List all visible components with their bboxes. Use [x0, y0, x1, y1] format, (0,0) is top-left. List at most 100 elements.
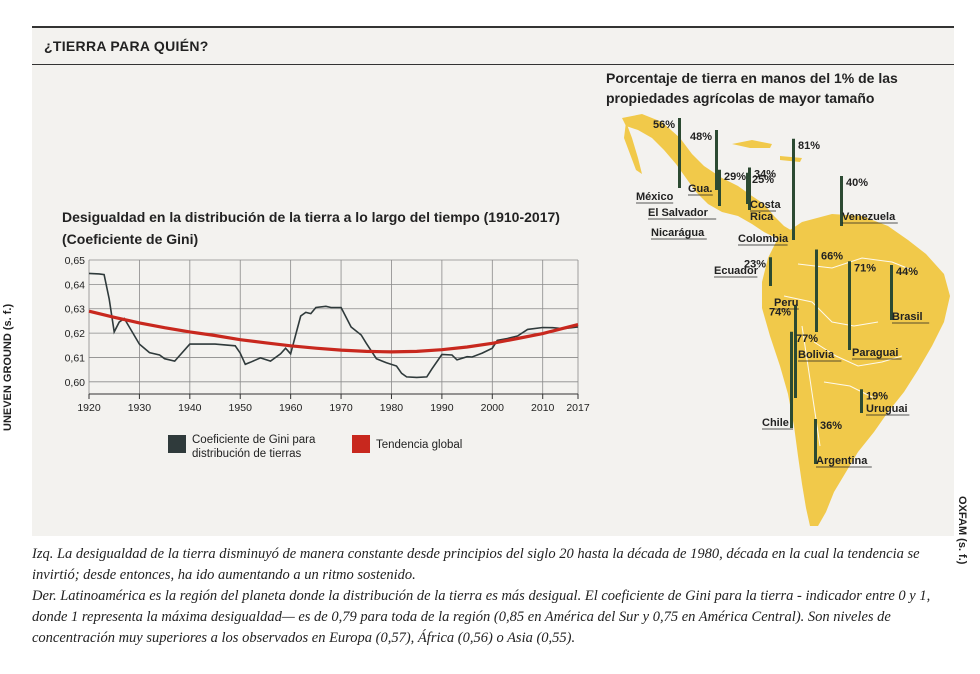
map-percent-labels: 56% 48% 29% 25%34% 81% 40% 23% 74% 66% 71% 44% 77% 1… — [653, 119, 918, 432]
y-tick-label: 0,62 — [65, 328, 86, 340]
map-country-label: Bolivia — [798, 349, 835, 361]
map-country-label: Chile — [762, 417, 789, 429]
y-tick-label: 0,65 — [65, 255, 86, 267]
line-chart-y-ticks: 0,65 0,64 0,63 0,62 0,61 0,60 — [65, 255, 86, 389]
border-2 — [783, 295, 879, 327]
x-tick-label: 1980 — [380, 402, 404, 414]
x-tick-label: 1960 — [279, 402, 303, 414]
map-bar-peru — [794, 305, 797, 398]
map-pct-label: 34% — [754, 169, 776, 181]
map-pct-label: 25% — [752, 174, 774, 186]
infographic-panel: ¿TIERRA PARA QUIÉN? Desigualdad en la di… — [2, 26, 968, 564]
map-country-label: Venezuela — [842, 211, 896, 223]
caption-left: Izq. La desigualdad de la tierra disminu… — [32, 546, 920, 583]
line-chart: 0,65 0,64 0,63 0,62 0,61 0,60 1920 1930 1940 195… — [65, 255, 590, 460]
map-pct-label: 74% — [769, 307, 791, 319]
source-right: OXFAM (s. f.) — [956, 496, 968, 565]
legend-swatch-gini — [168, 435, 186, 453]
map-country-label: México — [636, 191, 674, 203]
map-bars — [678, 118, 893, 464]
series-gini-line — [88, 272, 579, 379]
map-pct-label: 36% — [820, 420, 842, 432]
map-country-label: Uruguai — [866, 403, 908, 415]
map-caribbean — [732, 140, 802, 162]
line-chart-title-text: Desigualdad en la distribución de la tie… — [62, 209, 560, 225]
map-pct-label: 71% — [854, 262, 876, 274]
border-4 — [823, 381, 875, 399]
legend-label-gini-1: Coeficiente de Gini para — [192, 434, 316, 446]
source-left: UNEVEN GROUND (s. f.) — [2, 303, 14, 431]
legend-swatch-trend — [352, 435, 370, 453]
caption-right: Der. Latinoamérica es la región del plan… — [32, 588, 931, 646]
map-bar-venezuela — [840, 176, 843, 226]
x-tick-label: 2010 — [531, 402, 555, 414]
x-tick-label: 1930 — [128, 402, 152, 414]
line-chart-x-ticks: 1920 1930 1940 1950 1960 1970 1980 1990 2000 2010… — [77, 394, 590, 414]
map-pct-label: 19% — [866, 390, 888, 402]
x-tick-label: 2000 — [481, 402, 505, 414]
legend-label-trend: Tendencia global — [376, 439, 462, 451]
line-chart-title: Desigualdad en la distribución de la tie… — [62, 206, 582, 250]
x-tick-label: 1990 — [430, 402, 454, 414]
map-country-label: Colombia — [738, 233, 789, 245]
map-country-label: Paraguai — [852, 347, 898, 359]
x-tick-label: 2017 — [566, 402, 590, 414]
map-pct-label: 23% — [744, 258, 766, 270]
map-bar-argentina — [814, 419, 817, 464]
y-tick-label: 0,63 — [65, 304, 86, 316]
map-bar-brasil — [890, 265, 893, 320]
x-tick-label: 1920 — [77, 402, 101, 414]
map-country-label: Argentina — [816, 455, 868, 467]
map-bar-nicarágua — [746, 172, 749, 204]
map-bar-chile — [790, 331, 793, 428]
header-rule — [32, 64, 954, 65]
y-tick-label: 0,61 — [65, 352, 86, 364]
line-chart-grid — [88, 259, 579, 395]
map-pct-label: 48% — [690, 131, 712, 143]
x-tick-label: 1970 — [329, 402, 353, 414]
map-pct-label: 56% — [653, 119, 675, 131]
map-country-label: Gua. — [688, 183, 712, 195]
map-country-label: Rica — [750, 211, 774, 223]
y-tick-label: 0,60 — [65, 377, 86, 389]
top-rule — [32, 26, 954, 28]
map-pct-label: 40% — [846, 177, 868, 189]
map-pct-label: 66% — [821, 251, 843, 263]
map-bar-bolivia — [815, 249, 818, 332]
map-country-label: Costa — [750, 199, 781, 211]
map-bar-colombia — [792, 138, 795, 240]
x-tick-label: 1950 — [229, 402, 253, 414]
x-tick-label: 1940 — [178, 402, 202, 414]
map-country-borders — [783, 257, 913, 447]
map-pct-label: 81% — [798, 140, 820, 152]
y-tick-label: 0,64 — [65, 279, 86, 291]
legend-label-gini-2: distribución de tierras — [192, 448, 302, 460]
border-3 — [813, 341, 903, 367]
map-baja-california — [624, 122, 642, 174]
map-bar-costa-rica — [748, 167, 751, 210]
caption: Izq. La desigualdad de la tierra disminu… — [32, 544, 947, 649]
map-pct-label: 44% — [896, 266, 918, 278]
map-leader-lines — [636, 194, 930, 468]
map-bar-el-salvador — [718, 169, 721, 206]
map-chart: 56% 48% 29% 25%34% 81% 40% 23% 74% 66% 71% 44% 77% 1… — [622, 114, 950, 526]
map-country-label: El Salvador — [648, 207, 709, 219]
border-1 — [797, 257, 913, 271]
map-bar-paraguai — [848, 261, 851, 350]
map-country-label: Ecuador — [714, 265, 759, 277]
line-chart-legend: Coeficiente de Gini para distribución de… — [168, 434, 462, 460]
map-bar-ecuador — [769, 257, 772, 286]
map-bar-méxico — [678, 118, 681, 188]
map-pct-label: 77% — [796, 333, 818, 345]
map-pct-label: 29% — [724, 171, 746, 183]
map-south-america — [762, 214, 950, 526]
map-country-label: Nicarágua — [651, 227, 705, 239]
map-bar-guatemala — [715, 130, 718, 190]
section-header: ¿TIERRA PARA QUIÉN? — [44, 38, 209, 54]
map-bar-uruguai — [860, 389, 863, 413]
line-chart-subtitle: (Coeficiente de Gini) — [62, 231, 199, 247]
map-country-label: Peru — [774, 297, 798, 309]
map-country-label: Brasil — [892, 311, 923, 323]
map-chart-title: Porcentaje de tierra en manos del 1% de … — [606, 70, 898, 106]
